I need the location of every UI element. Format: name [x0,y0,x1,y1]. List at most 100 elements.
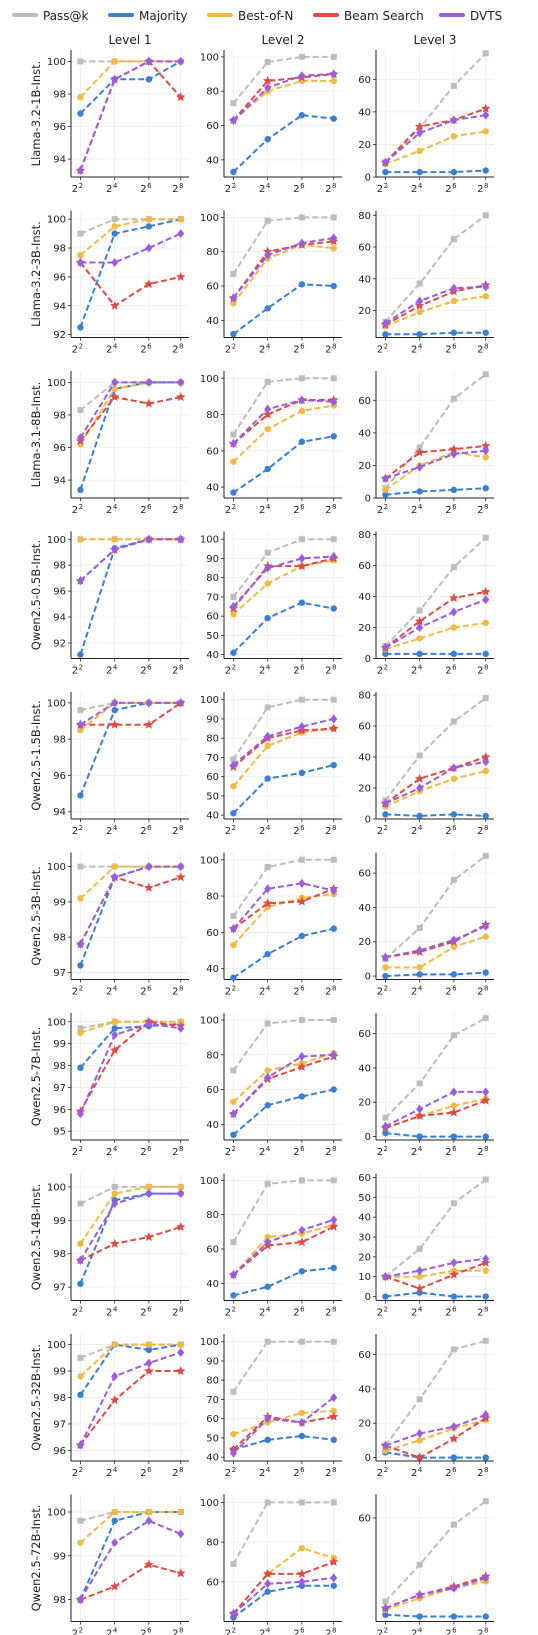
y-tick-label: 100 [200,1176,219,1187]
series-Best-of-N [77,699,184,734]
data-point [77,707,84,714]
series-line [79,1511,181,1600]
y-tick-label: 60 [206,1577,219,1588]
data-point [414,616,425,626]
data-point [298,722,306,732]
data-point [416,1437,423,1444]
y-tick-label: 90 [206,554,219,565]
data-point [176,1366,186,1376]
series-DVTS [229,395,338,449]
data-point [382,491,389,498]
data-point [416,308,423,316]
x-tick-label: 28 [477,182,488,195]
y-tick-label: 40 [206,1120,219,1131]
series-line [79,701,181,726]
series-line [232,1225,335,1276]
series-line [232,1546,334,1615]
series-line [232,399,334,445]
series-Best-of-N [77,1508,184,1546]
data-point [111,1371,119,1381]
data-point [77,1029,84,1036]
y-tick-label: 50 [358,1193,371,1204]
data-point [330,1016,337,1023]
panel-Qwen2.5-0.5B-Inst.-Level 2: 40 50 60 70 80 90 100 22 24 26 28 [200,531,342,677]
x-tick-label: 26 [140,1466,152,1479]
y-tick-label: 60 [206,928,219,939]
series-line [385,487,486,496]
data-point [264,217,271,224]
data-point [230,1239,237,1246]
data-point [298,1268,306,1275]
data-point [111,74,119,84]
x-tick-label: 26 [293,503,305,516]
data-point [450,624,458,631]
y-tick-label: 96 [53,443,66,454]
series-line [79,218,181,328]
y-tick-label: 40 [358,753,371,764]
series-line [384,697,487,802]
data-point [177,229,185,239]
x-tick-label: 22 [377,1145,388,1158]
data-point [264,59,271,66]
series-DVTS [229,552,338,612]
panel-Llama-3.2-1B-Inst.-Level 2: 40 60 80 100 22 24 26 28 [200,50,342,195]
data-point [450,1102,458,1109]
x-tick-label: 28 [172,503,183,516]
data-point [330,397,338,407]
data-point [77,407,84,414]
y-tick-label: 60 [206,772,219,783]
data-point [416,462,424,472]
panel-Qwen2.5-1.5B-Inst.-Level 2: 40 50 60 70 80 90 100 22 24 26 28 [200,692,342,837]
series-line [79,875,182,945]
data-point [76,1109,84,1119]
y-tick-label: 0 [365,654,371,665]
panel-Qwen2.5-32B-Inst.-Level 1: 96 97 98 99 100 22 24 26 28 Qwen2.5-32B-Inst. [29,1334,189,1479]
x-tick-label: 28 [172,1306,183,1319]
series-Beam Search [228,1051,339,1118]
data-point [230,611,237,618]
data-point [482,534,489,541]
series-line [384,52,487,164]
data-point [298,1544,306,1552]
x-tick-label: 22 [225,1466,236,1479]
data-point [482,595,490,605]
series-line [232,1340,334,1393]
data-point [382,1293,389,1300]
x-tick-label: 22 [225,824,236,837]
series-Majority [77,699,184,799]
series-line [385,130,486,165]
data-point [482,1613,489,1620]
row-label: Qwen2.5-72B-Inst. [29,1505,43,1612]
data-point [381,799,389,809]
series-DVTS [229,1393,338,1458]
data-point [450,168,458,176]
x-tick-label: 28 [325,1145,336,1158]
y-tick-label: 80 [206,1376,219,1387]
y-tick-label: 40 [206,650,219,661]
data-point [298,281,306,288]
series-line [79,60,181,171]
data-point [381,1603,389,1613]
data-point [76,433,84,443]
data-point [109,1581,120,1591]
y-tick-label: 80 [206,1538,219,1549]
data-point [450,763,458,773]
data-point [382,1447,389,1454]
y-tick-label: 40 [206,1279,219,1290]
data-point [230,100,237,107]
x-tick-label: 28 [172,343,183,356]
x-tick-label: 24 [106,182,118,195]
series-DVTS [381,1087,490,1131]
data-point [381,157,389,167]
y-tick-label: 60 [358,1350,371,1361]
x-tick-label: 26 [293,664,305,677]
series-line [384,598,487,649]
data-point [76,1595,84,1605]
series-Best-of-N [230,402,337,465]
y-tick-label: 70 [206,753,219,764]
series-Pass@k [382,1498,489,1605]
panel-Qwen2.5-0.5B-Inst.-Level 1: 92 94 96 98 100 22 24 26 28 Qwen2.5-0.5B-Inst. [29,531,189,677]
y-tick-label: 97 [53,1419,66,1430]
data-point [145,534,153,544]
series-Majority [382,969,489,980]
